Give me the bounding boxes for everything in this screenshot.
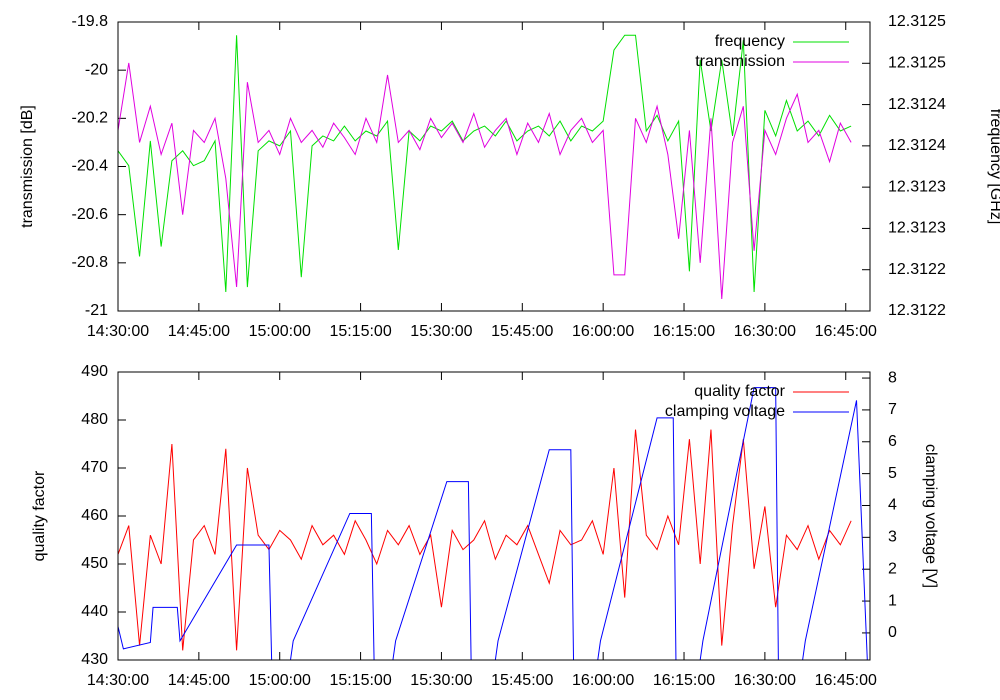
y-tick-label: 430 [81, 651, 108, 668]
y-tick-label: 460 [81, 507, 108, 524]
x-tick-label: 15:00:00 [249, 323, 311, 340]
x-tick-label: 15:45:00 [491, 323, 553, 340]
y-tick-label: 440 [81, 603, 108, 620]
y-tick-label: -20.6 [72, 206, 109, 223]
x-tick-label: 15:45:00 [491, 672, 553, 689]
x-tick-label: 15:15:00 [329, 323, 391, 340]
y-tick-label: -20 [85, 61, 108, 78]
y2-tick-label: 12.3124 [888, 96, 946, 113]
y-tick-label: 490 [81, 363, 108, 380]
plot-frame [117, 371, 871, 661]
y2-tick-label: 0 [888, 624, 897, 641]
legend-label: frequency [715, 33, 785, 50]
x-tick-label: 14:45:00 [168, 323, 230, 340]
series-line [118, 429, 852, 651]
x-tick-label: 16:45:00 [815, 672, 877, 689]
x-tick-label: 16:00:00 [572, 323, 634, 340]
y2-tick-label: 12.3122 [888, 302, 946, 319]
x-tick-label: 16:30:00 [734, 323, 796, 340]
y-tick-label: -20.2 [72, 110, 109, 127]
y-axis-label: transmission [dB] [19, 105, 36, 228]
y-tick-label: -20.8 [72, 254, 109, 271]
y2-axis-label: frequency [GHz] [987, 109, 1000, 225]
y-tick-label: 450 [81, 555, 108, 572]
y2-tick-label: 2 [888, 560, 897, 577]
x-tick-label: 15:30:00 [410, 323, 472, 340]
y2-tick-label: 12.3123 [888, 220, 946, 237]
y-tick-label: -20.4 [72, 158, 109, 175]
x-tick-label: 15:00:00 [249, 672, 311, 689]
y2-tick-label: 7 [888, 401, 897, 418]
x-tick-label: 16:30:00 [734, 672, 796, 689]
y2-axis-label: clamping voltage [V] [922, 444, 939, 588]
y-tick-label: -19.8 [72, 13, 109, 30]
y2-tick-label: 6 [888, 433, 897, 450]
x-tick-label: 16:15:00 [653, 323, 715, 340]
x-tick-label: 16:00:00 [572, 672, 634, 689]
y-tick-label: 480 [81, 411, 108, 428]
y2-tick-label: 5 [888, 465, 897, 482]
series-line [118, 387, 868, 660]
legend-label: quality factor [694, 383, 785, 400]
y-tick-label: -21 [85, 302, 108, 319]
y2-tick-label: 12.3125 [888, 13, 946, 30]
x-tick-label: 15:30:00 [410, 672, 472, 689]
x-tick-label: 14:30:00 [87, 323, 149, 340]
legend-label: transmission [695, 53, 785, 70]
series-line [118, 62, 852, 299]
y2-tick-label: 12.3124 [888, 137, 946, 154]
y2-tick-label: 12.3123 [888, 178, 946, 195]
x-tick-label: 15:15:00 [329, 672, 391, 689]
y2-tick-label: 12.3122 [888, 261, 946, 278]
series-line [118, 34, 852, 293]
x-tick-label: 14:30:00 [87, 672, 149, 689]
plot-frame [117, 21, 871, 312]
y2-tick-label: 3 [888, 529, 897, 546]
legend-label: clamping voltage [665, 403, 785, 420]
y2-tick-label: 12.3125 [888, 55, 946, 72]
y2-tick-label: 1 [888, 592, 897, 609]
x-tick-label: 16:45:00 [815, 323, 877, 340]
y2-tick-label: 4 [888, 497, 897, 514]
x-tick-label: 16:15:00 [653, 672, 715, 689]
y-tick-label: 470 [81, 459, 108, 476]
x-tick-label: 14:45:00 [168, 672, 230, 689]
y2-tick-label: 8 [888, 369, 897, 386]
y-axis-label: quality factor [31, 470, 48, 561]
